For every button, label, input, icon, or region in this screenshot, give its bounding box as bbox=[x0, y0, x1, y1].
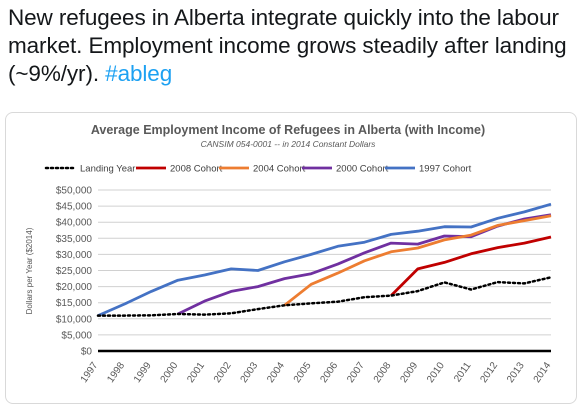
x-tick-label: 2005 bbox=[292, 360, 314, 385]
tweet-body: New refugees in Alberta integrate quickl… bbox=[8, 5, 567, 86]
y-tick-label: $15,000 bbox=[56, 298, 93, 309]
series-line-2008-cohort bbox=[390, 235, 552, 297]
chart-title: Average Employment Income of Refugees in… bbox=[91, 123, 485, 137]
x-tick-label: 2002 bbox=[212, 360, 234, 385]
x-tick-label: 2014 bbox=[532, 360, 554, 385]
series-line-2004-cohort bbox=[283, 214, 552, 307]
x-tick-label: 2004 bbox=[265, 360, 287, 385]
x-tick-label: 1998 bbox=[105, 360, 127, 385]
chart-legend: Landing Year 2008 Cohort 2004 Cohort 2000 C… bbox=[44, 164, 472, 175]
series-line-2000-cohort bbox=[177, 213, 552, 316]
x-axis-ticks: 1997 1998 1999 2000 2001 2002 2003 2004 2005 2006… bbox=[79, 360, 554, 385]
legend-label: 2000 Cohort bbox=[336, 164, 389, 175]
chart-grid bbox=[98, 189, 551, 353]
series-line-landing-year bbox=[96, 276, 553, 317]
x-tick-label: 1999 bbox=[132, 360, 154, 385]
y-axis-ticks: $50,000 $45,000 $40,000 $35,000 $30,000 $25,0… bbox=[56, 186, 93, 358]
x-tick-label: 2006 bbox=[319, 360, 341, 385]
x-tick-label: 2000 bbox=[159, 360, 181, 385]
y-tick-label: $0 bbox=[81, 347, 93, 358]
y-tick-label: $50,000 bbox=[56, 186, 93, 197]
x-tick-label: 2007 bbox=[345, 360, 367, 385]
x-tick-label: 2012 bbox=[478, 360, 500, 385]
legend-label: 1997 Cohort bbox=[419, 164, 472, 175]
x-tick-label: 2009 bbox=[398, 360, 420, 385]
x-tick-label: 2001 bbox=[185, 360, 207, 385]
y-tick-label: $40,000 bbox=[56, 218, 93, 229]
x-tick-label: 2003 bbox=[239, 360, 261, 385]
series-line-1997-cohort bbox=[97, 202, 552, 317]
y-axis-label: Dollars per Year ($2014) bbox=[25, 227, 34, 314]
x-tick-label: 2013 bbox=[505, 360, 527, 385]
y-tick-label: $20,000 bbox=[56, 282, 93, 293]
y-tick-label: $30,000 bbox=[56, 250, 93, 261]
x-tick-label: 2010 bbox=[425, 360, 447, 385]
legend-label: 2008 Cohort bbox=[170, 164, 223, 175]
hashtag-link[interactable]: #ableg bbox=[105, 61, 173, 86]
tweet-text: New refugees in Alberta integrate quickl… bbox=[8, 4, 574, 88]
legend-label: 2004 Cohort bbox=[253, 164, 306, 175]
chart-series bbox=[96, 202, 553, 317]
y-tick-label: $45,000 bbox=[56, 202, 93, 213]
legend-label: Landing Year bbox=[80, 164, 135, 175]
y-tick-label: $25,000 bbox=[56, 266, 93, 277]
line-chart: Average Employment Income of Refugees in… bbox=[25, 123, 554, 385]
x-tick-label: 2008 bbox=[372, 360, 394, 385]
chart-image-card[interactable]: Average Employment Income of Refugees in… bbox=[5, 112, 577, 404]
y-tick-label: $35,000 bbox=[56, 234, 93, 245]
y-tick-label: $10,000 bbox=[56, 314, 93, 325]
chart-subtitle: CANSIM 054-0001 -- in 2014 Constant Doll… bbox=[201, 139, 377, 149]
x-tick-label: 2011 bbox=[452, 360, 474, 384]
y-tick-label: $5,000 bbox=[61, 330, 92, 341]
x-tick-label: 1997 bbox=[79, 360, 101, 385]
